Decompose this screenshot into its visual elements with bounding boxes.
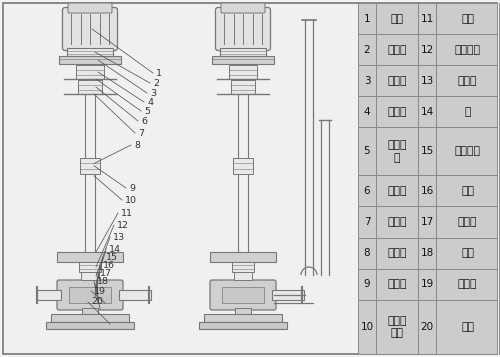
Text: 3: 3 xyxy=(364,76,370,86)
Text: 14: 14 xyxy=(420,107,434,117)
Bar xyxy=(51,314,129,322)
Text: 6: 6 xyxy=(141,116,147,126)
Text: 13: 13 xyxy=(113,232,125,241)
Text: 18: 18 xyxy=(420,248,434,258)
Text: 泵体: 泵体 xyxy=(461,248,474,258)
Bar xyxy=(76,65,104,79)
Bar xyxy=(69,287,111,303)
Bar xyxy=(229,65,257,79)
FancyBboxPatch shape xyxy=(216,7,270,50)
Text: 5: 5 xyxy=(364,146,370,156)
Bar xyxy=(37,290,61,300)
FancyBboxPatch shape xyxy=(68,3,112,13)
Text: 3: 3 xyxy=(150,89,156,97)
Text: 安装盘: 安装盘 xyxy=(387,186,407,196)
FancyBboxPatch shape xyxy=(210,280,276,310)
Text: 19: 19 xyxy=(420,279,434,289)
Text: 电机座: 电机座 xyxy=(387,76,407,86)
Bar xyxy=(234,272,252,280)
Bar xyxy=(82,308,98,314)
Text: 19: 19 xyxy=(94,287,106,296)
Text: 8: 8 xyxy=(364,248,370,258)
Text: 1: 1 xyxy=(364,14,370,24)
Bar xyxy=(57,252,123,262)
Bar xyxy=(232,262,254,272)
Text: 16: 16 xyxy=(103,261,115,270)
Text: 20: 20 xyxy=(420,322,434,332)
Text: 20: 20 xyxy=(91,297,103,307)
Bar xyxy=(80,158,100,174)
Text: 1: 1 xyxy=(156,69,162,77)
Text: 联轴器: 联轴器 xyxy=(387,45,407,55)
Bar xyxy=(81,272,99,280)
Text: 12: 12 xyxy=(117,221,129,230)
Text: 15: 15 xyxy=(106,252,118,261)
Text: 10: 10 xyxy=(125,196,137,205)
Text: 上轴承: 上轴承 xyxy=(387,107,407,117)
Bar xyxy=(79,262,101,272)
Bar xyxy=(210,252,276,262)
Text: 4: 4 xyxy=(147,97,153,106)
Text: 密封环: 密封环 xyxy=(458,217,477,227)
Bar xyxy=(78,80,102,94)
Text: 6: 6 xyxy=(364,186,370,196)
Text: 9: 9 xyxy=(364,279,370,289)
Text: 后盖板: 后盖板 xyxy=(458,76,477,86)
Bar xyxy=(231,80,255,94)
FancyBboxPatch shape xyxy=(57,280,123,310)
Text: 7: 7 xyxy=(364,217,370,227)
Text: 4: 4 xyxy=(364,107,370,117)
Text: 电机: 电机 xyxy=(390,14,404,24)
Text: 17: 17 xyxy=(420,217,434,227)
Bar xyxy=(199,322,287,329)
Text: 上轴承
座: 上轴承 座 xyxy=(387,140,407,162)
FancyBboxPatch shape xyxy=(62,7,118,50)
Bar xyxy=(222,287,264,303)
Text: 下轴承: 下轴承 xyxy=(387,279,407,289)
Text: 上机械
密封: 上机械 密封 xyxy=(387,316,407,338)
Text: 9: 9 xyxy=(129,183,135,192)
Bar xyxy=(46,322,134,329)
Text: 叶轮: 叶轮 xyxy=(461,186,474,196)
Text: 2: 2 xyxy=(153,79,159,87)
Bar xyxy=(220,48,266,56)
Text: 5: 5 xyxy=(144,106,150,116)
Text: 17: 17 xyxy=(100,268,112,277)
Text: 15: 15 xyxy=(420,146,434,156)
Text: 键: 键 xyxy=(464,107,471,117)
Text: 11: 11 xyxy=(420,14,434,24)
Text: 叶轮螺母: 叶轮螺母 xyxy=(454,146,480,156)
Bar xyxy=(272,290,304,300)
Bar xyxy=(212,56,274,64)
Bar xyxy=(119,290,151,300)
Bar xyxy=(358,3,497,354)
Text: 底盘: 底盘 xyxy=(461,322,474,332)
Text: 油室: 油室 xyxy=(461,14,474,24)
Bar xyxy=(67,48,113,56)
Text: 12: 12 xyxy=(420,45,434,55)
Bar xyxy=(235,308,251,314)
Text: 16: 16 xyxy=(420,186,434,196)
Bar xyxy=(204,314,282,322)
Text: 13: 13 xyxy=(420,76,434,86)
Text: 7: 7 xyxy=(138,129,144,137)
FancyBboxPatch shape xyxy=(221,3,265,13)
Bar xyxy=(233,158,253,174)
Text: 机械密封: 机械密封 xyxy=(454,45,480,55)
Text: 8: 8 xyxy=(134,141,140,150)
Bar xyxy=(59,56,121,64)
Text: 18: 18 xyxy=(97,277,109,286)
Text: 加长轴: 加长轴 xyxy=(387,217,407,227)
Text: 10: 10 xyxy=(360,322,374,332)
Text: 出水管: 出水管 xyxy=(458,279,477,289)
Text: 11: 11 xyxy=(121,208,133,217)
Text: 支撑管: 支撑管 xyxy=(387,248,407,258)
Text: 2: 2 xyxy=(364,45,370,55)
Text: 14: 14 xyxy=(109,245,121,253)
